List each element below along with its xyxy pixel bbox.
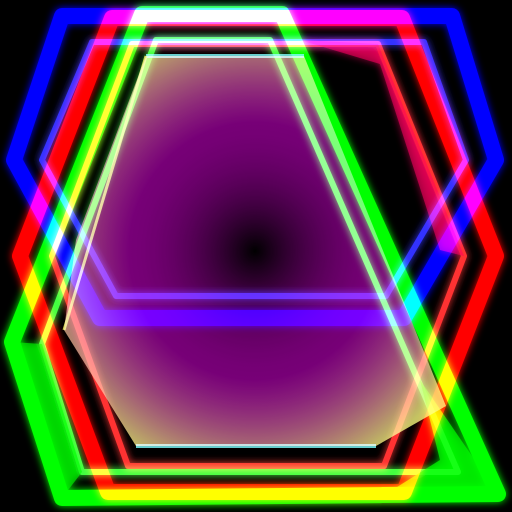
green-trapezoid-outer xyxy=(4,6,506,506)
green-bottom-fill xyxy=(386,380,498,494)
green-left-fill xyxy=(12,342,82,498)
green-trapezoid-inner xyxy=(39,37,461,475)
left-yellow-edge xyxy=(62,55,148,331)
red-magenta-fill xyxy=(300,40,464,256)
green-hexagon-frame xyxy=(4,6,506,506)
center-glow-panel xyxy=(64,56,446,446)
highlight-edges xyxy=(62,54,376,448)
